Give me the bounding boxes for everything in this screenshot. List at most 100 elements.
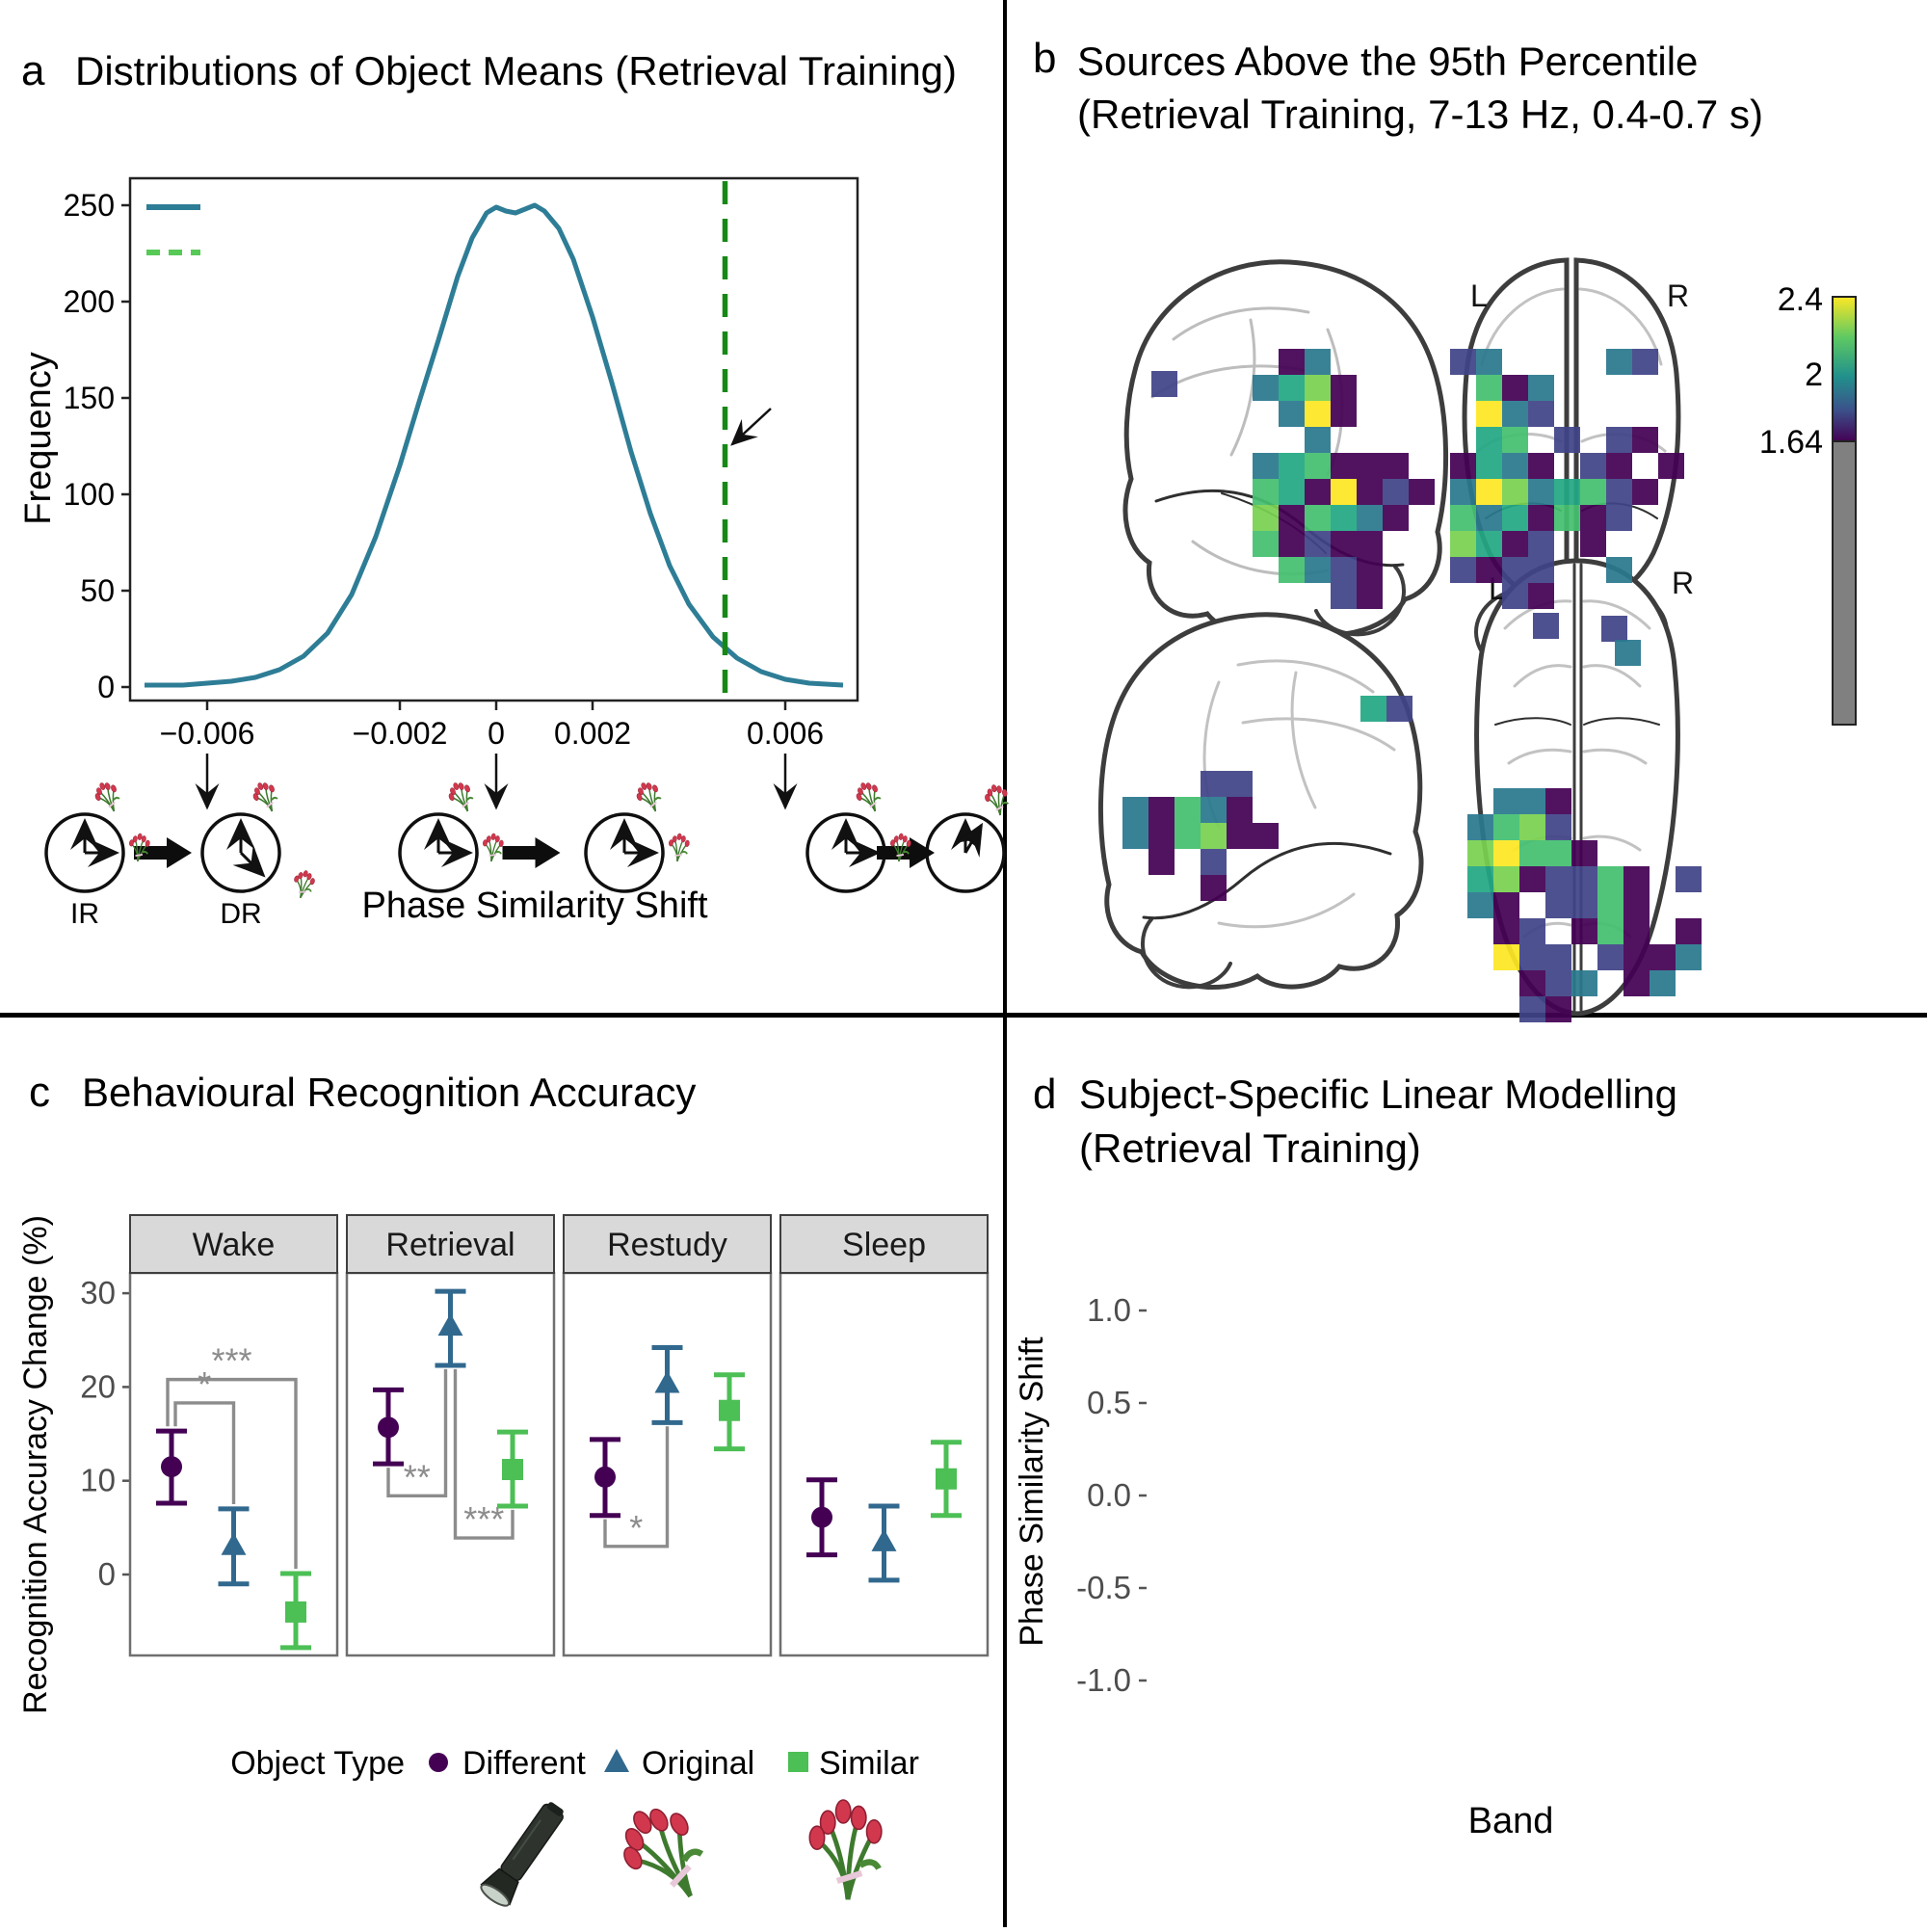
- source-cell: [1606, 557, 1632, 583]
- source-cell: [1279, 375, 1305, 401]
- orientation-label-right: R: [1667, 278, 1689, 313]
- source-cell: [1597, 892, 1623, 918]
- source-cell: [1676, 918, 1702, 944]
- source-cell: [1467, 840, 1493, 866]
- source-cell: [1580, 531, 1606, 557]
- source-cell: [1545, 840, 1571, 866]
- colorbar: 2.4 2 1.64: [1759, 281, 1857, 726]
- facet-restudy: Restudy *: [562, 1214, 773, 1657]
- source-cell: [1253, 453, 1279, 479]
- y-tick-label: 250: [64, 188, 115, 223]
- source-cell: [1201, 823, 1227, 849]
- source-cell: [1450, 505, 1476, 531]
- source-cell: [1601, 616, 1627, 642]
- tulip-bouquet-icon: [669, 833, 690, 862]
- legend-title: Object Type: [230, 1745, 405, 1782]
- panel-d-letter: d: [1033, 1071, 1056, 1118]
- tulip-bouquet-icon: [636, 782, 662, 812]
- panel-c-title: Behavioural Recognition Accuracy: [82, 1070, 696, 1115]
- source-cell: [1305, 479, 1331, 505]
- source-cell: [1279, 531, 1305, 557]
- significance-bracket: [386, 1368, 448, 1497]
- significance-bracket: [453, 1368, 515, 1540]
- source-cell: [1528, 375, 1554, 401]
- source-cell: [1450, 479, 1476, 505]
- source-cell: [1502, 505, 1528, 531]
- panel-c-pointrange-plot: 0102030Wake****Retrieval*****Restudy*Sle…: [80, 1214, 990, 1657]
- significance-bracket: [166, 1377, 298, 1570]
- source-cell: [1450, 453, 1476, 479]
- source-cell: [1279, 479, 1305, 505]
- tulip-bouquet-tied-icon: [623, 1808, 704, 1898]
- source-cell: [1493, 866, 1519, 892]
- panel-a-clock-schematic: [44, 782, 1010, 899]
- source-cell: [1305, 401, 1331, 427]
- source-cell: [1502, 557, 1528, 583]
- point-marker-circle: [594, 1466, 616, 1488]
- source-cell: [1493, 788, 1519, 814]
- source-cell: [1502, 583, 1528, 609]
- source-cell: [1279, 349, 1305, 375]
- brain-lateral-view-icon: [1097, 612, 1424, 990]
- source-cell: [1357, 479, 1383, 505]
- source-cell: [1493, 814, 1519, 840]
- transition-arrow-icon: [134, 837, 192, 868]
- panel-a-xlabel: Phase Similarity Shift: [361, 886, 707, 926]
- heatmap-cluster-lateral-right: [1122, 696, 1412, 901]
- point-marker-circle: [378, 1416, 399, 1439]
- source-cell: [1519, 814, 1545, 840]
- y-tick-label: 0: [97, 670, 115, 704]
- facet-strip-label: Wake: [193, 1227, 276, 1263]
- source-cell: [1502, 531, 1528, 557]
- source-cell: [1606, 505, 1632, 531]
- source-cell: [1305, 557, 1331, 583]
- colorbar-below-threshold: [1832, 440, 1857, 726]
- source-cell: [1476, 557, 1502, 583]
- x-tick-label: 0: [488, 716, 505, 751]
- source-cell: [1528, 583, 1554, 609]
- source-cell: [1331, 583, 1357, 609]
- source-cell: [1175, 823, 1201, 849]
- tulip-bouquet-icon: [985, 784, 1010, 816]
- legend-marker-similar: [788, 1752, 808, 1772]
- source-cell: [1502, 375, 1528, 401]
- source-cell: [1476, 531, 1502, 557]
- y-tick-label: 0.0: [1087, 1477, 1131, 1513]
- source-cell: [1357, 453, 1383, 479]
- source-cell: [1597, 944, 1623, 970]
- y-tick-label: 20: [80, 1368, 116, 1404]
- source-cell: [1476, 375, 1502, 401]
- source-cell: [1623, 944, 1650, 970]
- source-cell: [1502, 479, 1528, 505]
- source-cell: [1450, 557, 1476, 583]
- source-cell: [1597, 918, 1623, 944]
- source-cell: [1554, 427, 1580, 453]
- source-cell: [1357, 505, 1383, 531]
- facet-strip: [129, 1214, 338, 1274]
- source-cell: [1676, 866, 1702, 892]
- source-cell: [1493, 840, 1519, 866]
- source-cell: [1331, 453, 1357, 479]
- source-cell: [1545, 970, 1571, 996]
- colorbar-gradient: [1832, 296, 1857, 442]
- source-cell: [1519, 840, 1545, 866]
- source-cell: [1632, 427, 1658, 453]
- source-cell: [1528, 401, 1554, 427]
- y-tick-label: 0.5: [1087, 1385, 1131, 1420]
- legend-marker-different: [429, 1753, 448, 1772]
- facet-strip: [779, 1214, 989, 1274]
- significance-stars: *: [629, 1508, 643, 1548]
- source-cell: [1502, 453, 1528, 479]
- source-cell: [1623, 892, 1650, 918]
- schematic-label-ir: IR: [70, 898, 99, 930]
- panel-c-letter: c: [29, 1069, 50, 1116]
- clock-after-icon: [925, 812, 1006, 893]
- source-cell: [1279, 453, 1305, 479]
- source-cell: [1502, 401, 1528, 427]
- source-cell: [1571, 892, 1597, 918]
- point-marker-circle: [811, 1506, 832, 1528]
- source-cell: [1519, 996, 1545, 1022]
- tulip-bouquet-upright-icon: [808, 1799, 883, 1900]
